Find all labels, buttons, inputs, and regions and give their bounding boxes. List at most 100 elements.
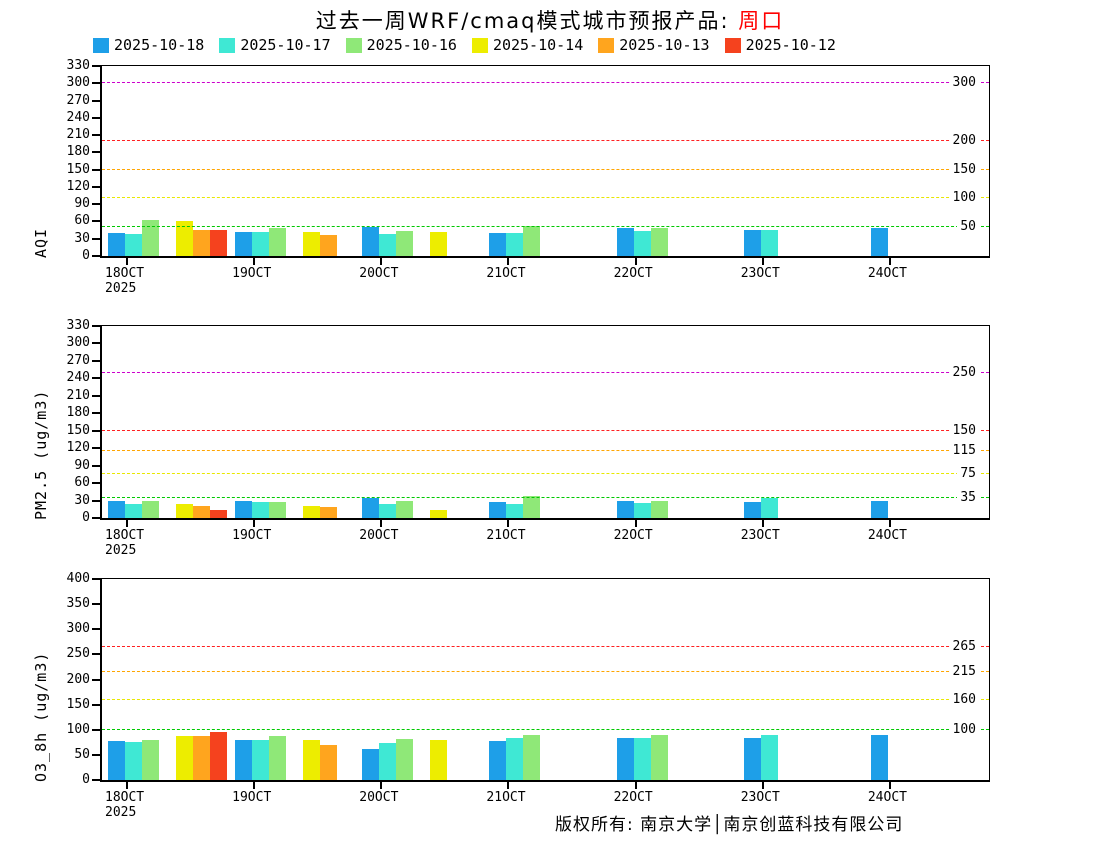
- x-tick-mark: [761, 782, 764, 789]
- x-tick-label: 23OCT: [740, 266, 780, 281]
- x-tick-label: 22OCT: [613, 528, 653, 543]
- threshold-line-75: [102, 473, 989, 475]
- x-axis-pm25: 18OCT 2025 19OCT 20OCT 21OCT 22OCT 23OCT 24OCT: [0, 520, 1100, 562]
- bar-2025-10-17-19OCT: [252, 502, 270, 518]
- x-tick-mark: [634, 520, 637, 527]
- bar-2025-10-16-18OCT: [142, 500, 159, 518]
- threshold-line-200: [102, 139, 989, 141]
- y-tick-mark: [92, 203, 101, 206]
- y-tick-label: 120: [66, 178, 90, 194]
- bar-2025-10-13-18OCT: [193, 506, 210, 518]
- bar-2025-10-16-22OCT: [650, 734, 668, 780]
- y-tick-label: 60: [74, 475, 90, 491]
- threshold-line-160: [102, 698, 989, 700]
- y-tick-mark: [92, 116, 101, 119]
- legend-item: 2025-10-13: [598, 36, 710, 54]
- x-axis-o3: 18OCT 2025 19OCT 20OCT 21OCT 22OCT 23OCT 24OCT: [0, 782, 1100, 824]
- x-tick-label: 18OCT 2025: [105, 528, 145, 558]
- bar-2025-10-17-21OCT: [506, 504, 524, 518]
- y-tick-label: 0: [82, 772, 90, 787]
- bar-2025-10-18-22OCT: [616, 501, 634, 518]
- bar-2025-10-14-19OCT: [303, 232, 321, 256]
- bar-2025-10-13-18OCT: [193, 229, 210, 256]
- threshold-line-50: [102, 226, 989, 228]
- bar-2025-10-16-22OCT: [650, 501, 668, 518]
- threshold-line-215: [102, 670, 989, 672]
- y-tick-label: 0: [82, 510, 90, 525]
- bar-2025-10-17-19OCT: [252, 739, 270, 780]
- x-tick-label: 21OCT: [486, 528, 526, 543]
- bar-2025-10-14-20OCT: [430, 232, 448, 256]
- y-tick-label: 330: [66, 318, 90, 333]
- threshold-line-35: [102, 496, 989, 498]
- x-tick-mark: [380, 782, 383, 789]
- y-tick-label: 90: [74, 196, 90, 212]
- bar-2025-10-12-18OCT: [210, 731, 227, 780]
- legend-label: 2025-10-18: [114, 36, 205, 54]
- y-tick-label: 50: [74, 746, 90, 762]
- y-tick-mark: [92, 628, 101, 631]
- bar-2025-10-17-22OCT: [633, 502, 651, 518]
- y-tick-label: 300: [66, 621, 90, 637]
- y-tick-mark: [92, 678, 101, 681]
- x-tick-mark: [507, 782, 510, 789]
- bar-2025-10-18-23OCT: [743, 230, 761, 256]
- y-tick-label: 250: [66, 646, 90, 662]
- page-title: 过去一周WRF/cmaq模式城市预报产品: 周口: [0, 5, 1100, 35]
- legend-label: 2025-10-17: [240, 36, 331, 54]
- y-tick-mark: [92, 603, 101, 606]
- threshold-line-150: [102, 168, 989, 170]
- y-tick-mark: [92, 703, 101, 706]
- bar-2025-10-16-19OCT: [269, 502, 287, 518]
- bar-2025-10-18-24OCT: [870, 734, 888, 780]
- y-tick-label: 240: [66, 370, 90, 386]
- y-tick-label: 100: [66, 721, 90, 737]
- bar-2025-10-14-20OCT: [430, 739, 448, 780]
- y-tick-mark: [92, 220, 101, 223]
- x-tick-mark: [126, 258, 128, 265]
- y-tick-label: 210: [66, 127, 90, 143]
- bar-2025-10-14-19OCT: [303, 506, 321, 518]
- y-tick-mark: [92, 753, 101, 756]
- y-tick-label: 30: [74, 230, 90, 246]
- threshold-line-100: [102, 728, 989, 730]
- bar-2025-10-17-22OCT: [633, 230, 651, 256]
- y-tick-label: 30: [74, 492, 90, 508]
- y-tick-mark: [92, 464, 101, 467]
- bar-2025-10-16-20OCT: [396, 738, 414, 780]
- legend-item: 2025-10-16: [345, 36, 457, 54]
- legend-swatch-icon: [724, 37, 741, 53]
- bar-2025-10-17-20OCT: [379, 742, 397, 780]
- legend-item: 2025-10-18: [93, 36, 204, 54]
- title-city-name: 周口: [738, 9, 785, 33]
- y-tick-label: 240: [66, 109, 90, 125]
- bar-2025-10-16-21OCT: [523, 225, 541, 256]
- bar-2025-10-16-20OCT: [396, 230, 414, 256]
- y-tick-label: 300: [66, 75, 90, 91]
- bar-2025-10-17-23OCT: [760, 734, 778, 780]
- x-tick-mark: [126, 520, 128, 527]
- bar-2025-10-14-18OCT: [176, 504, 193, 518]
- bar-2025-10-14-20OCT: [430, 509, 448, 518]
- threshold-line-115: [102, 450, 989, 452]
- legend-swatch-icon: [93, 37, 109, 53]
- bar-2025-10-18-18OCT: [108, 232, 125, 256]
- bar-2025-10-16-19OCT: [269, 228, 287, 256]
- y-tick-label: 350: [66, 596, 90, 612]
- y-tick-label: 120: [66, 440, 90, 456]
- legend-label: 2025-10-13: [619, 36, 710, 54]
- legend-swatch-icon: [345, 37, 362, 53]
- threshold-label: 115: [949, 443, 979, 460]
- x-tick-label: 19OCT: [232, 528, 272, 543]
- bar-2025-10-16-18OCT: [142, 219, 159, 256]
- x-tick-label: 21OCT: [486, 790, 526, 805]
- y-tick-label: 180: [66, 144, 90, 160]
- threshold-label: 100: [949, 190, 979, 207]
- threshold-line-150: [102, 429, 989, 431]
- bar-2025-10-18-23OCT: [743, 737, 761, 780]
- threshold-label: 265: [949, 638, 979, 655]
- legend-label: 2025-10-12: [745, 36, 836, 54]
- threshold-label: 300: [949, 75, 979, 92]
- bar-2025-10-18-18OCT: [108, 500, 125, 518]
- y-tick-label: 180: [66, 405, 90, 421]
